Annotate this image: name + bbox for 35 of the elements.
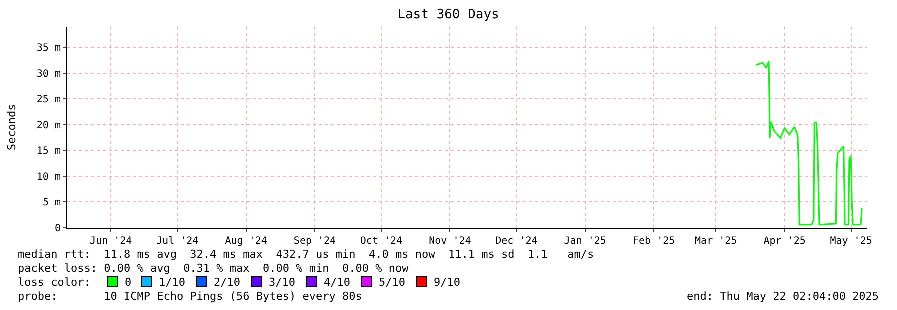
text: packet loss: 0.00 % avg 0.31 % max 0.00 % min 0.00 % now xyxy=(18,262,410,275)
legend-title: loss color: xyxy=(18,276,91,289)
x-tick-label: Sep '24 xyxy=(294,236,336,247)
x-tick-label: Dec '24 xyxy=(496,236,538,247)
y-tick-label: 15 m xyxy=(36,146,61,158)
y-tick-label: 10 m xyxy=(36,172,61,183)
y-tick-label: 0 xyxy=(54,224,61,234)
y-tick-label: 35 m xyxy=(36,43,61,54)
x-tick-label: Oct '24 xyxy=(360,236,403,247)
y-tick-label: 20 m xyxy=(36,120,61,132)
text: median rtt: 11.8 ms avg 32.4 ms max 432.7 us min 4.0 ms now 11.1 ms sd 1.1 am/s xyxy=(18,248,594,261)
x-tick-label: Mar '25 xyxy=(695,236,738,247)
legend-label: 0 xyxy=(125,276,132,289)
x-tick-label: Apr '25 xyxy=(764,236,806,247)
y-tick-label: 25 m xyxy=(36,94,61,106)
text: probe: 10 ICMP Echo Pings (56 Bytes) every 80s xyxy=(18,290,362,303)
x-tick-label: Jun '24 xyxy=(90,236,132,247)
y-axis-title: Seconds xyxy=(6,104,19,151)
legend-label: 2/10 xyxy=(214,276,240,289)
legend-label: 9/10 xyxy=(434,276,460,289)
legend-label: 1/10 xyxy=(159,276,186,289)
x-tick-label: Nov '24 xyxy=(429,236,472,247)
x-tick-label: Feb '25 xyxy=(632,236,676,247)
legend-label: 4/10 xyxy=(324,276,350,289)
y-tick-label: 30 m xyxy=(36,68,61,80)
legend-label: 3/10 xyxy=(269,276,296,289)
x-tick-label: May '25 xyxy=(830,236,872,247)
x-tick-label: Jan '25 xyxy=(564,236,606,247)
line-series xyxy=(756,60,863,226)
legend-label: 5/10 xyxy=(379,276,406,289)
x-tick-label: Jul '24 xyxy=(156,236,199,247)
y-tick-label: 5 m xyxy=(42,198,61,209)
x-tick-label: Aug '24 xyxy=(225,236,268,247)
chart-title: Last 360 Days xyxy=(398,8,500,23)
text: end: Thu May 22 02:04:00 2025 xyxy=(687,290,880,303)
